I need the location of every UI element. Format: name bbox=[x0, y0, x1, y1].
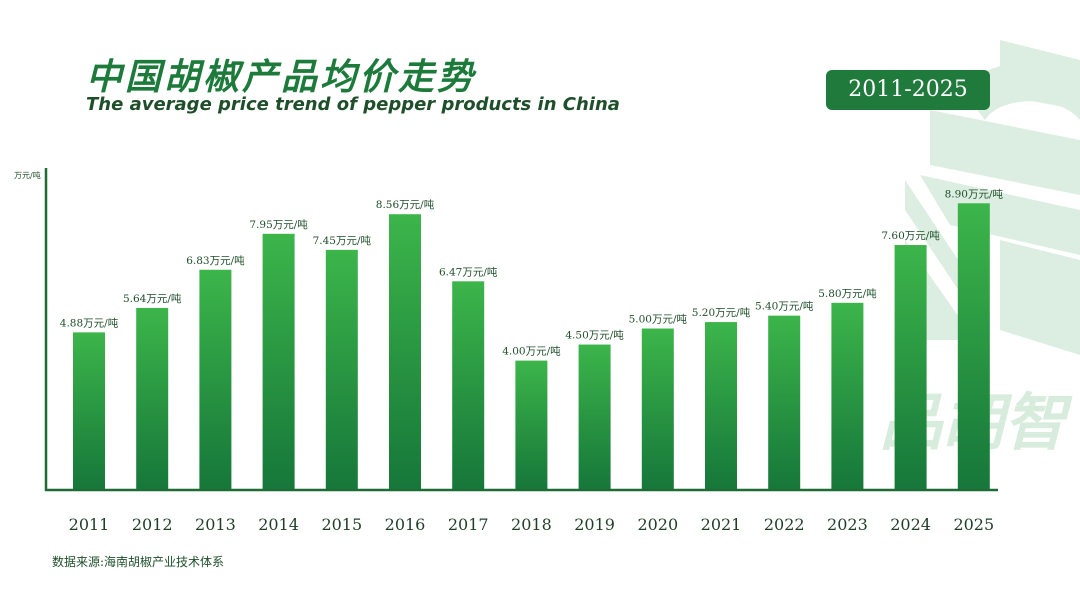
page-subtitle: The average price trend of pepper produc… bbox=[86, 94, 620, 115]
x-tick-label-2012: 2012 bbox=[132, 515, 173, 534]
data-label-2019: 4.50万元/吨 bbox=[565, 329, 624, 342]
data-label-2017: 6.47万元/吨 bbox=[439, 265, 498, 278]
bar-2022 bbox=[768, 315, 801, 489]
data-label-2016: 8.56万元/吨 bbox=[376, 198, 435, 211]
bar-2025 bbox=[957, 203, 990, 489]
data-label-2021: 5.20万元/吨 bbox=[692, 306, 751, 319]
x-tick-label-2017: 2017 bbox=[448, 515, 489, 534]
year-range-badge: 2011-2025 bbox=[826, 70, 990, 110]
bar-2011 bbox=[73, 332, 105, 489]
x-tick-label-2011: 2011 bbox=[69, 515, 110, 534]
bar-2024 bbox=[894, 245, 927, 489]
bar-2015 bbox=[325, 249, 358, 489]
bar-2018 bbox=[515, 360, 548, 489]
data-label-2013: 6.83万元/吨 bbox=[186, 254, 245, 267]
page-title: 中国胡椒产品均价走势 bbox=[86, 57, 477, 98]
data-label-2012: 5.64万元/吨 bbox=[123, 292, 182, 305]
y-axis-unit-label: 万元/吨 bbox=[14, 170, 41, 180]
x-tick-label-2024: 2024 bbox=[890, 515, 931, 534]
bar-2017 bbox=[452, 281, 485, 489]
data-source-note: 数据来源:海南胡椒产业技术体系 bbox=[52, 555, 225, 569]
bar-2021 bbox=[705, 322, 737, 489]
bar-2016 bbox=[389, 214, 421, 489]
x-tick-label-2021: 2021 bbox=[701, 515, 742, 534]
x-tick-label-2015: 2015 bbox=[321, 515, 362, 534]
data-label-2014: 7.95万元/吨 bbox=[249, 218, 308, 231]
bar-2012 bbox=[136, 307, 169, 489]
x-tick-label-2016: 2016 bbox=[385, 515, 426, 534]
x-tick-label-2023: 2023 bbox=[827, 515, 868, 534]
x-tick-label-2014: 2014 bbox=[258, 515, 299, 534]
data-label-2022: 5.40万元/吨 bbox=[755, 300, 814, 313]
x-tick-label-2022: 2022 bbox=[764, 515, 805, 534]
x-tick-label-2019: 2019 bbox=[574, 515, 615, 534]
x-tick-label-2025: 2025 bbox=[953, 515, 994, 534]
x-tick-label-2013: 2013 bbox=[195, 515, 236, 534]
x-tick-label-2020: 2020 bbox=[637, 515, 678, 534]
data-label-2025: 8.90万元/吨 bbox=[945, 187, 1004, 200]
bar-2019 bbox=[578, 344, 611, 489]
bar-2014 bbox=[262, 233, 295, 489]
bar-2023 bbox=[831, 302, 864, 489]
data-label-2020: 5.00万元/吨 bbox=[629, 313, 688, 326]
bar-2013 bbox=[199, 269, 232, 489]
data-label-2023: 5.80万元/吨 bbox=[818, 287, 877, 300]
data-label-2015: 7.45万元/吨 bbox=[313, 234, 372, 247]
x-tick-label-2018: 2018 bbox=[511, 515, 552, 534]
data-label-2018: 4.00万元/吨 bbox=[502, 345, 561, 358]
data-label-2011: 4.88万元/吨 bbox=[60, 316, 119, 329]
data-label-2024: 7.60万元/吨 bbox=[881, 229, 940, 242]
bar-2020 bbox=[641, 328, 674, 489]
